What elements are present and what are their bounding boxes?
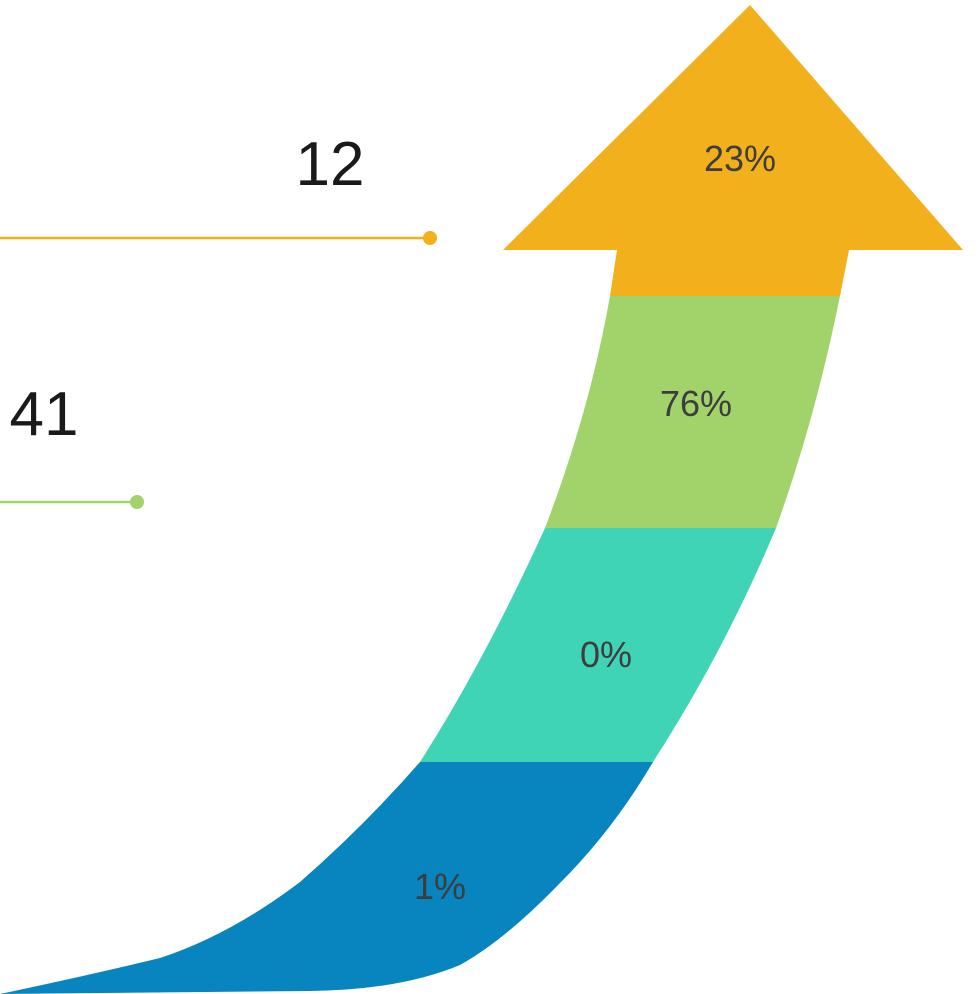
callout-dot-top (423, 231, 437, 245)
arrow-segment-head-label: 23% (704, 138, 776, 179)
arrow-segment-upper-middle-label: 76% (660, 383, 732, 424)
callout-value-middle: 41 (10, 380, 79, 449)
callout-dot-middle (130, 495, 144, 509)
callout-value-top: 12 (296, 130, 365, 199)
arrow-segment-bottom-label: 1% (414, 866, 466, 907)
arrow-segment-upper-middle (545, 296, 840, 528)
arrow-segment-head (503, 5, 963, 296)
arrow-segment-lower-middle-label: 0% (580, 634, 632, 675)
arrow-segment-bottom (0, 762, 653, 994)
arrow-segment-lower-middle (420, 528, 776, 762)
